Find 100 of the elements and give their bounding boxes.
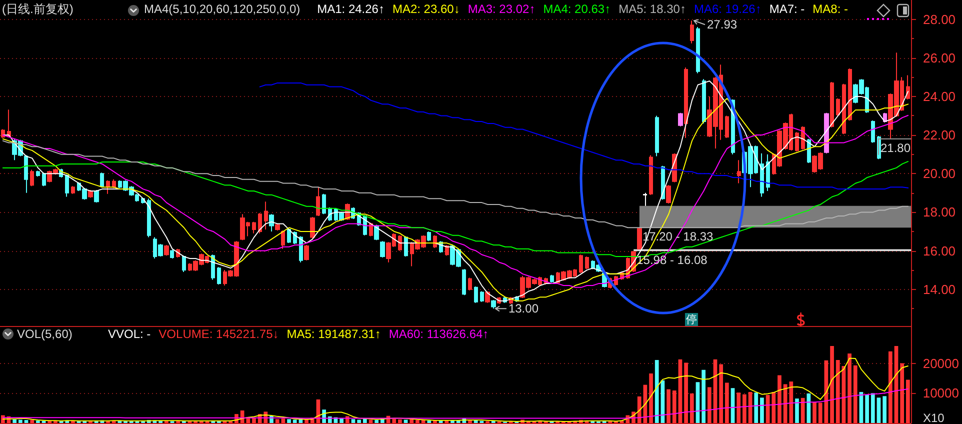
bar	[357, 420, 362, 423]
y-tick-label: 24.00	[923, 88, 956, 104]
candlestick	[252, 221, 256, 234]
candlestick	[649, 154, 653, 196]
legend-label: MA7: -	[769, 2, 805, 16]
chart-title: (日线.前复权)	[2, 2, 74, 16]
line-series	[2, 140, 909, 228]
candlestick	[427, 230, 431, 242]
candlestick	[696, 26, 700, 74]
line-series	[2, 358, 908, 422]
candlestick	[404, 236, 408, 258]
candlestick	[299, 236, 303, 263]
annotation: 13.00	[508, 302, 539, 316]
bar	[18, 420, 22, 423]
candlestick	[678, 112, 683, 127]
bar	[404, 420, 408, 423]
candlestick	[100, 172, 104, 188]
candlestick	[164, 244, 169, 256]
y-tick-label: 20.00	[923, 166, 956, 182]
candlestick	[287, 228, 291, 244]
text: MA1: 24.26↑	[317, 2, 384, 16]
text: MA5: 191487.31↑	[286, 327, 381, 341]
y-tick-label: 16.00	[923, 243, 956, 258]
candlestick	[182, 255, 186, 272]
candlestick	[281, 230, 285, 250]
y-axis-title: X10	[923, 411, 945, 424]
candlestick	[830, 81, 834, 128]
chart-subtitle: MA4(5,10,20,60,120,250,0,0)	[144, 2, 300, 16]
candlestick	[468, 277, 472, 291]
candlestick	[485, 290, 490, 304]
bar	[836, 360, 840, 423]
candlestick	[106, 180, 110, 194]
bar	[24, 420, 28, 423]
text: MA5: 18.30↑	[618, 2, 686, 16]
candlestick	[462, 268, 466, 296]
candlestick	[871, 120, 875, 144]
bar	[806, 393, 811, 423]
candlestick	[474, 286, 478, 304]
bar	[772, 392, 776, 423]
bar	[760, 398, 764, 423]
candlestick	[684, 67, 688, 138]
bar	[719, 364, 724, 423]
candlestick	[766, 154, 770, 192]
candlestick	[760, 152, 764, 198]
bar	[876, 398, 881, 423]
y-tick-label: 26.00	[923, 50, 956, 66]
bar	[654, 360, 659, 423]
annotation: 27.93	[707, 18, 738, 32]
text: VOLUME: 145221.75↓	[158, 327, 279, 341]
candlestick	[702, 78, 706, 124]
candlestick	[795, 132, 799, 152]
bar	[870, 393, 875, 423]
bar	[795, 398, 799, 423]
candlestick	[217, 266, 221, 286]
bar	[292, 420, 297, 423]
bar	[853, 365, 858, 423]
y-tick-label: 10000	[922, 386, 960, 401]
candlestick	[264, 201, 268, 230]
bar	[848, 353, 852, 423]
candlestick	[480, 290, 484, 302]
candlestick	[36, 170, 40, 178]
bar	[340, 418, 344, 423]
bar	[410, 419, 414, 423]
candlestick	[304, 244, 309, 261]
bar	[736, 392, 741, 423]
bar	[888, 351, 892, 423]
candlestick	[275, 223, 280, 232]
bar	[778, 375, 782, 423]
candlestick	[310, 216, 315, 239]
bar	[690, 393, 694, 423]
candlestick	[737, 160, 741, 184]
text: MA3: 23.02↑	[468, 2, 536, 16]
bar	[374, 420, 379, 423]
text: MA4: 20.63↑	[543, 2, 611, 16]
bar	[800, 398, 805, 423]
candlestick	[42, 172, 46, 187]
bar	[754, 392, 758, 423]
y-tick-label: 22.00	[923, 128, 956, 143]
candlestick	[88, 190, 93, 198]
candlestick	[655, 115, 659, 157]
bar	[351, 419, 356, 423]
candlestick	[147, 198, 151, 238]
candlestick	[848, 68, 852, 122]
candlestick	[112, 178, 116, 188]
bar	[707, 387, 712, 423]
bar	[30, 420, 34, 423]
candlestick	[579, 254, 583, 274]
candlestick	[65, 174, 69, 198]
bar	[672, 390, 676, 423]
chart-title: VOL(5,60)	[17, 327, 72, 341]
text: MA6: 19.26↑	[694, 2, 762, 16]
bar	[818, 402, 822, 423]
candlestick	[550, 274, 554, 284]
candlestick	[643, 192, 647, 206]
y-tick-label: 18.00	[923, 204, 956, 220]
candlestick	[380, 240, 385, 258]
bar	[900, 363, 904, 423]
bar	[789, 382, 794, 423]
line-series	[2, 160, 909, 258]
candlestick	[211, 254, 215, 280]
